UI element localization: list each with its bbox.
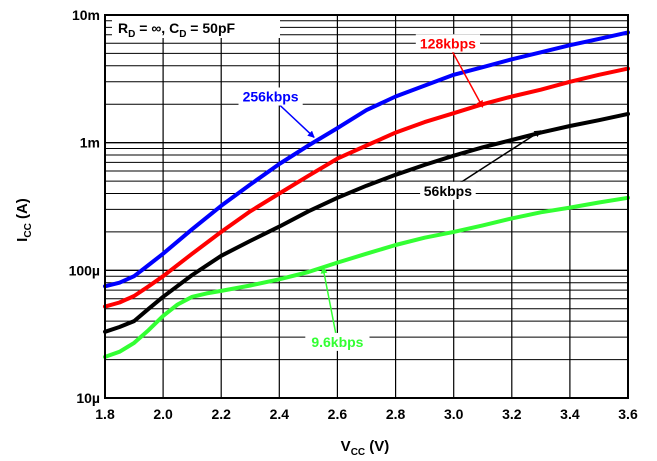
series-label-56kbps: 56kbps: [424, 183, 472, 199]
label-arrow-128kbps: [447, 42, 484, 108]
x-tick-label: 3.0: [444, 406, 464, 422]
label-bg-56kbps: [420, 181, 476, 200]
y-axis-title: ICC (A): [14, 198, 34, 242]
x-tick-label: 3.6: [618, 406, 638, 422]
series-line-9-6kbps: [103, 195, 630, 359]
label-bg-9-6kbps: [305, 332, 370, 351]
axes: 1.8 2.0 2.2 2.4 2.6 2.8 3.0 3.2 3.4 3.6 10µ 100µ 1m 1…: [69, 7, 638, 422]
conditions-annotation: RD = ∞, CD = 50pF: [112, 16, 280, 40]
x-tick-label: 2.2: [211, 406, 231, 422]
series-line-128kbps: [103, 66, 630, 309]
x-tick-label: 2.8: [386, 406, 406, 422]
series-label-128kbps: 128kbps: [420, 35, 476, 51]
series-label-256kbps: 256kbps: [243, 89, 299, 105]
label-arrow-56kbps: [447, 130, 542, 192]
x-axis-title: VCC (V): [341, 438, 390, 458]
y-tick-label: 100µ: [69, 262, 100, 278]
series-label-9-6kbps: 9.6kbps: [311, 334, 363, 350]
x-tick-label: 2.0: [153, 406, 173, 422]
y-tick-label: 10m: [72, 7, 100, 23]
series-labels: 256kbps 128kbps 56kbps 9.6kbps: [238, 34, 542, 351]
series-lines: [103, 30, 630, 359]
series-line-256kbps: [103, 30, 630, 289]
label-bg-128kbps: [415, 34, 480, 53]
x-tick-label: 2.6: [328, 406, 348, 422]
series-line-56kbps: [103, 111, 630, 334]
x-tick-label: 1.8: [95, 406, 115, 422]
label-arrow-9-6kbps: [320, 266, 339, 343]
y-tick-label: 10µ: [76, 390, 100, 406]
conditions-annotation-text: RD = ∞, CD = 50pF: [118, 20, 236, 40]
label-bg-256kbps: [238, 87, 303, 106]
x-tick-label: 3.4: [560, 406, 580, 422]
plot-frame: [104, 14, 629, 399]
conditions-annotation-box: [112, 16, 280, 38]
y-tick-label: 1m: [80, 135, 100, 151]
x-tick-label: 3.2: [502, 406, 522, 422]
x-tick-label: 2.4: [270, 406, 290, 422]
